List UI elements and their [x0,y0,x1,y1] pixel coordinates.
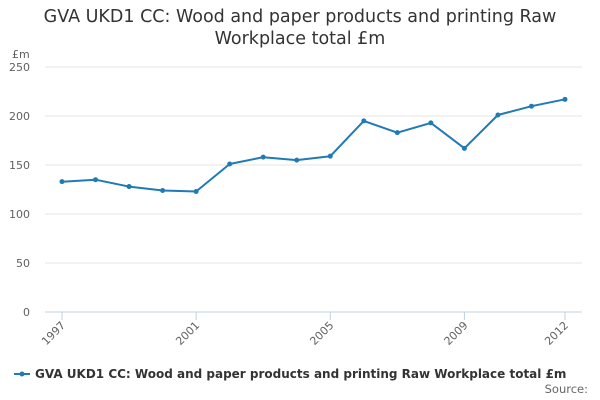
data-point[interactable] [126,184,132,190]
data-point[interactable] [394,130,400,136]
y-tick-label: 50 [16,257,30,270]
series-group [59,96,568,194]
data-point[interactable] [461,145,467,151]
x-axis-tick-labels: 1997 2001 2005 2009 2012 [39,319,571,348]
chart-title-line-1: GVA UKD1 CC: Wood and paper products and… [43,7,557,27]
x-tick-label: 2009 [442,319,471,348]
data-point[interactable] [361,118,367,124]
y-tick-label: 0 [23,306,30,319]
data-point[interactable] [294,157,300,163]
y-tick-label: 200 [9,110,30,123]
data-point[interactable] [562,96,568,102]
y-axis-tick-labels: 0 50 100 150 200 250 [9,61,30,319]
data-point[interactable] [528,103,534,109]
y-tick-label: 150 [9,159,30,172]
chart-title-line-2: Workplace total £m [214,29,386,49]
source-label: Source: [544,382,588,396]
data-point[interactable] [327,153,333,159]
gridlines [45,66,582,264]
x-tick-label: 2012 [542,319,571,348]
data-point[interactable] [227,161,233,167]
y-tick-label: 250 [9,61,30,74]
legend[interactable]: GVA UKD1 CC: Wood and paper products and… [14,365,566,383]
data-point[interactable] [495,112,501,118]
series-line [61,98,566,193]
legend-series-label: GVA UKD1 CC: Wood and paper products and… [35,367,567,381]
x-tick-label: 2001 [173,319,202,348]
chart-title: GVA UKD1 CC: Wood and paper products and… [0,6,600,50]
data-point[interactable] [59,179,65,185]
x-tick-label: 2005 [307,319,336,348]
data-point[interactable] [193,188,199,194]
x-tick-label: 1997 [39,319,68,348]
data-point[interactable] [260,154,266,160]
x-axis-tick-marks [61,312,566,320]
data-point[interactable] [93,177,99,183]
legend-series-marker-icon [14,371,30,377]
y-axis-unit-label: £m [12,48,30,61]
data-point[interactable] [428,120,434,126]
y-tick-label: 100 [9,208,30,221]
data-point[interactable] [160,187,166,193]
